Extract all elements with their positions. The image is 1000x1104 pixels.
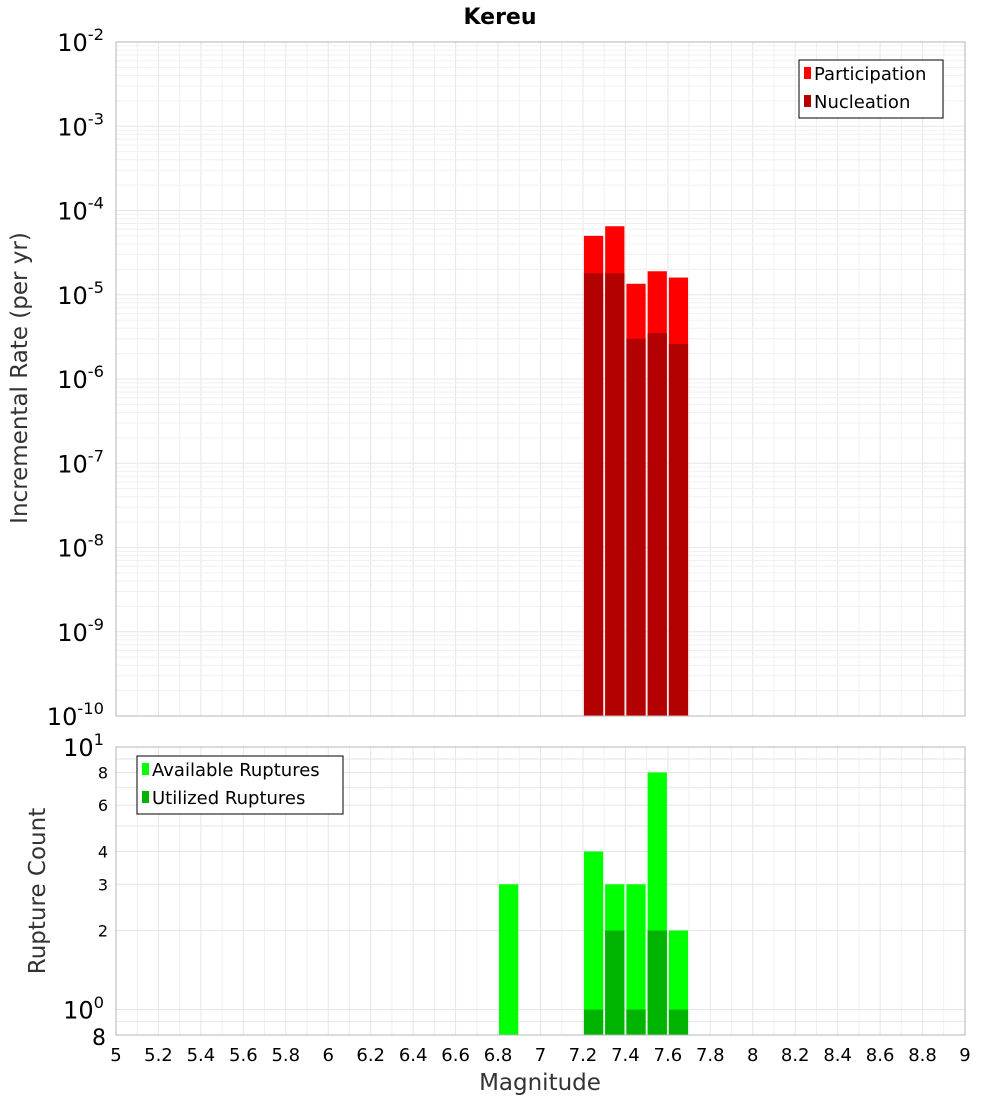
bottom-y-axis-label: Rupture Count xyxy=(25,808,51,974)
top-y-tick-label: 10-7 xyxy=(57,446,104,478)
x-tick-label: 5.2 xyxy=(144,1045,173,1066)
bar-available-ruptures xyxy=(499,884,519,1035)
x-tick-label: 5.6 xyxy=(229,1045,258,1066)
x-tick-label: 5.8 xyxy=(271,1045,300,1066)
bar-available-ruptures xyxy=(668,930,689,1035)
x-tick-label: 8.4 xyxy=(823,1045,852,1066)
bar-nucleation xyxy=(647,333,667,716)
top-y-tick-label: 10-4 xyxy=(57,194,104,226)
bar-nucleation xyxy=(605,273,625,716)
bar-available-ruptures xyxy=(626,884,646,1035)
top-y-tick-label: 10-5 xyxy=(57,278,104,310)
legend-swatch-participation xyxy=(804,67,811,79)
top-y-tick-label: 10-3 xyxy=(57,109,104,141)
legend-swatch-available-ruptures xyxy=(142,763,149,775)
bar-utilized-ruptures xyxy=(583,1009,604,1035)
legend-swatch-nucleation xyxy=(804,95,811,107)
x-tick-label: 7.4 xyxy=(611,1045,640,1066)
x-tick-label: 8.6 xyxy=(866,1045,895,1066)
x-tick-label: 7.6 xyxy=(654,1045,683,1066)
x-axis-label: Magnitude xyxy=(479,1070,601,1096)
bar-available-ruptures xyxy=(583,851,604,1035)
bar-nucleation xyxy=(668,344,689,716)
x-tick-label: 6.8 xyxy=(484,1045,513,1066)
bar-utilized-ruptures xyxy=(605,930,625,1035)
top-plot: 10-2 10-3 10-4 10-5 10-6 10-7 10-8 10-9 10-10 Par… xyxy=(47,25,966,731)
bottom-plot-frame xyxy=(115,746,966,1036)
x-tick-label: 8 xyxy=(747,1045,758,1066)
top-y-tick-label: 10-8 xyxy=(57,531,104,563)
legend-label-participation: Participation xyxy=(814,64,926,85)
bottom-y-tick-label: 8 xyxy=(92,1026,106,1051)
bottom-y-tick-label: 4 xyxy=(98,842,108,861)
x-tick-label: 6.6 xyxy=(441,1045,470,1066)
legend-label-nucleation: Nucleation xyxy=(814,92,910,113)
top-plot-frame xyxy=(115,41,966,717)
legend-swatch-utilized-ruptures xyxy=(142,791,149,803)
bar-utilized-ruptures xyxy=(647,930,667,1035)
x-tick-label: 5.4 xyxy=(187,1045,216,1066)
chart-title: Kereu xyxy=(463,5,536,30)
legend-label-utilized-ruptures: Utilized Ruptures xyxy=(152,788,305,809)
x-tick-label: 6.4 xyxy=(399,1045,428,1066)
bar-nucleation xyxy=(626,338,646,716)
x-tick-label: 5 xyxy=(110,1045,121,1066)
x-tick-label: 8.8 xyxy=(908,1045,937,1066)
bottom-y-tick-label: 3 xyxy=(98,875,108,894)
x-tick-label: 7.2 xyxy=(569,1045,598,1066)
top-y-tick-label: 10-10 xyxy=(47,699,104,731)
bottom-legend-box xyxy=(136,755,344,815)
x-tick-label: 7.8 xyxy=(696,1045,725,1066)
x-tick-label: 6.2 xyxy=(356,1045,385,1066)
x-tick-label: 9 xyxy=(959,1045,970,1066)
legend-label-available-ruptures: Available Ruptures xyxy=(152,760,320,781)
bar-utilized-ruptures xyxy=(626,1009,646,1035)
bottom-y-tick-label: 2 xyxy=(98,922,108,941)
bar-nucleation xyxy=(583,273,604,716)
top-y-tick-label: 10-9 xyxy=(57,615,104,647)
top-legend-box xyxy=(798,59,944,119)
bar-utilized-ruptures xyxy=(668,1009,689,1035)
top-y-tick-label: 10-2 xyxy=(57,25,104,57)
bottom-y-decade-label: 100 xyxy=(63,993,104,1025)
x-tick-label: 8.2 xyxy=(781,1045,810,1066)
bottom-y-tick-label: 8 xyxy=(98,763,108,782)
x-tick-label: 6 xyxy=(323,1045,334,1066)
top-y-axis-label: Incremental Rate (per yr) xyxy=(7,232,33,524)
top-y-tick-label: 10-6 xyxy=(57,362,104,394)
x-tick-label: 7 xyxy=(535,1045,546,1066)
bottom-y-decade-label: 101 xyxy=(63,730,104,762)
bottom-y-tick-label: 6 xyxy=(98,796,108,815)
